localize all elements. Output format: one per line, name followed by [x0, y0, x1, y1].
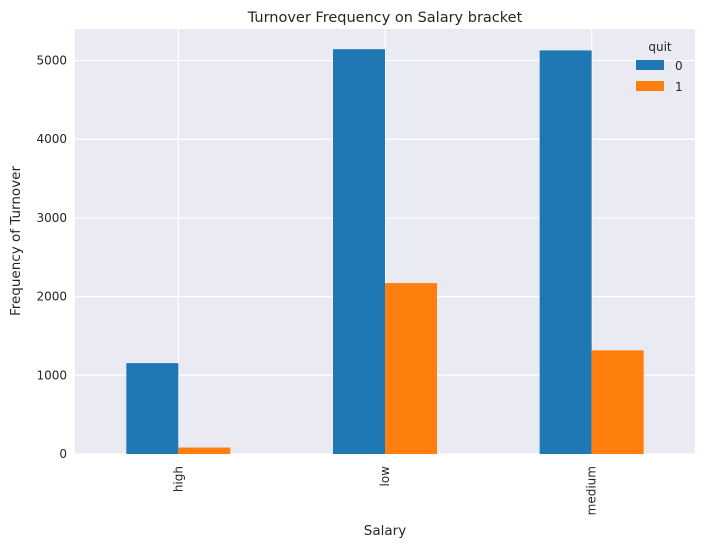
y-tick-labels: 0 1000 2000 3000 4000 5000: [36, 54, 67, 461]
bars: [126, 49, 644, 454]
x-tick-label: low: [378, 466, 392, 487]
legend-label-0: 0: [675, 59, 683, 73]
legend-swatch-0: [636, 60, 664, 70]
x-tick-label: high: [171, 466, 185, 492]
y-tick-label: 1000: [36, 368, 67, 382]
y-tick-label: 3000: [36, 211, 67, 225]
x-axis-label: Salary: [364, 523, 406, 539]
chart-title: Turnover Frequency on Salary bracket: [247, 10, 523, 26]
bar-low-series-1: [385, 283, 437, 454]
legend: quit 0 1: [636, 40, 683, 94]
y-tick-label: 0: [59, 447, 67, 461]
legend-swatch-1: [636, 81, 664, 91]
bar-medium-series-0: [539, 50, 592, 454]
bar-low-series-0: [333, 49, 385, 454]
y-tick-label: 4000: [36, 132, 67, 146]
legend-title: quit: [648, 40, 672, 54]
bar-medium-series-1: [591, 350, 644, 454]
y-axis-label: Frequency of Turnover: [8, 166, 24, 317]
legend-label-1: 1: [675, 80, 683, 94]
bar-high-series-1: [178, 447, 231, 454]
x-tick-label: medium: [585, 466, 599, 515]
bar-high-series-0: [126, 363, 179, 454]
y-tick-label: 5000: [36, 54, 67, 68]
y-tick-label: 2000: [36, 290, 67, 304]
x-tick-labels: high low medium: [171, 466, 598, 516]
